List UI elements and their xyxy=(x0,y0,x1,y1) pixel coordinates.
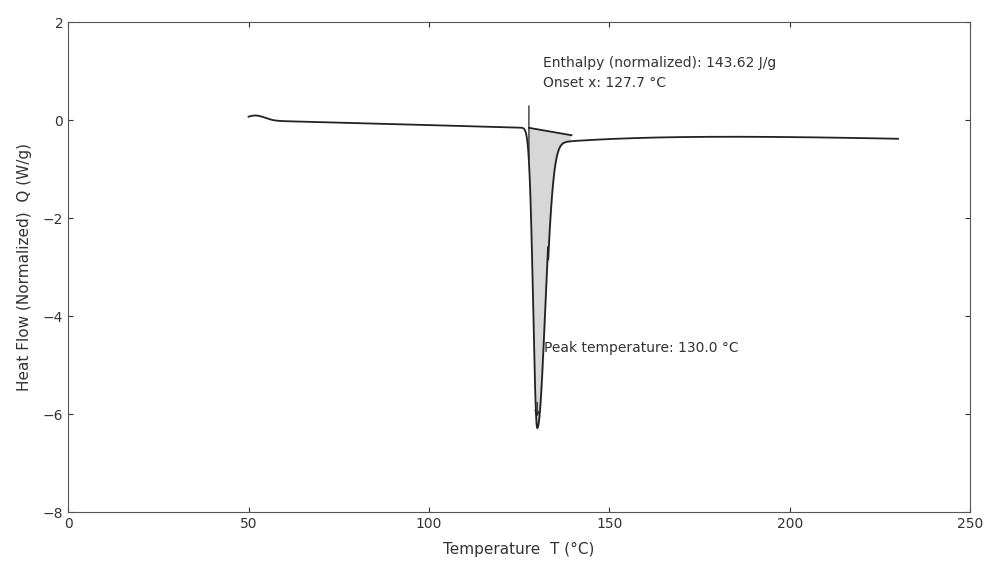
Text: Peak temperature: 130.0 °C: Peak temperature: 130.0 °C xyxy=(544,341,739,355)
Y-axis label: Heat Flow (Normalized)  Q (W/g): Heat Flow (Normalized) Q (W/g) xyxy=(17,144,32,391)
Text: Onset x: 127.7 °C: Onset x: 127.7 °C xyxy=(543,76,666,90)
Text: Enthalpy (normalized): 143.62 J/g: Enthalpy (normalized): 143.62 J/g xyxy=(543,56,777,71)
X-axis label: Temperature  T (°C): Temperature T (°C) xyxy=(443,542,595,557)
